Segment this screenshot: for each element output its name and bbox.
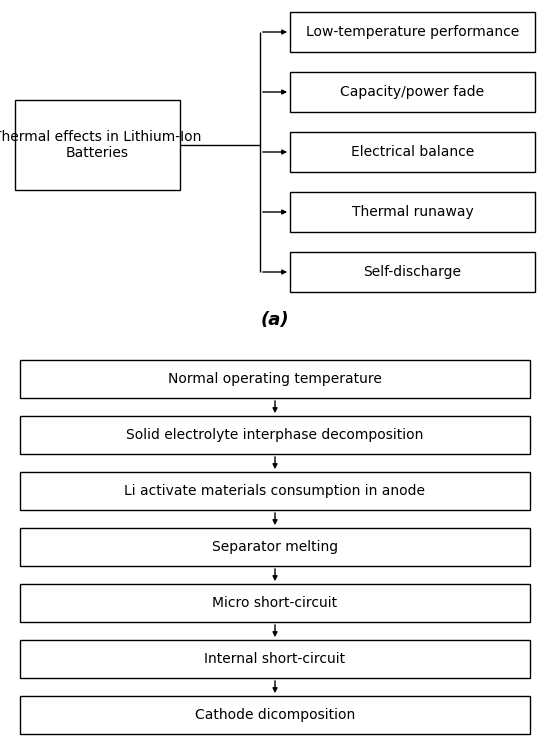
Text: Thermal effects in Lithium-Ion
Batteries: Thermal effects in Lithium-Ion Batteries xyxy=(0,130,202,160)
Bar xyxy=(20,696,530,734)
Text: Li activate materials consumption in anode: Li activate materials consumption in ano… xyxy=(124,484,426,498)
Text: Micro short-circuit: Micro short-circuit xyxy=(212,596,338,610)
Text: Self-discharge: Self-discharge xyxy=(364,265,461,279)
Text: (a): (a) xyxy=(261,311,289,329)
Bar xyxy=(20,472,530,510)
Text: Solid electrolyte interphase decomposition: Solid electrolyte interphase decompositi… xyxy=(126,428,424,442)
Text: Thermal runaway: Thermal runaway xyxy=(351,205,474,219)
Bar xyxy=(290,132,535,172)
Bar xyxy=(290,72,535,112)
Text: Normal operating temperature: Normal operating temperature xyxy=(168,372,382,386)
Bar xyxy=(290,252,535,292)
Text: Separator melting: Separator melting xyxy=(212,540,338,554)
Bar xyxy=(290,12,535,52)
Bar xyxy=(20,360,530,398)
Text: Low-temperature performance: Low-temperature performance xyxy=(306,25,519,39)
Bar xyxy=(20,528,530,566)
Bar xyxy=(20,416,530,454)
Bar xyxy=(20,640,530,678)
Bar xyxy=(15,100,180,190)
Bar xyxy=(290,192,535,232)
Text: Electrical balance: Electrical balance xyxy=(351,145,474,159)
Text: Capacity/power fade: Capacity/power fade xyxy=(340,85,485,99)
Text: Internal short-circuit: Internal short-circuit xyxy=(205,652,345,666)
Text: Cathode dicomposition: Cathode dicomposition xyxy=(195,708,355,722)
Bar xyxy=(20,584,530,622)
